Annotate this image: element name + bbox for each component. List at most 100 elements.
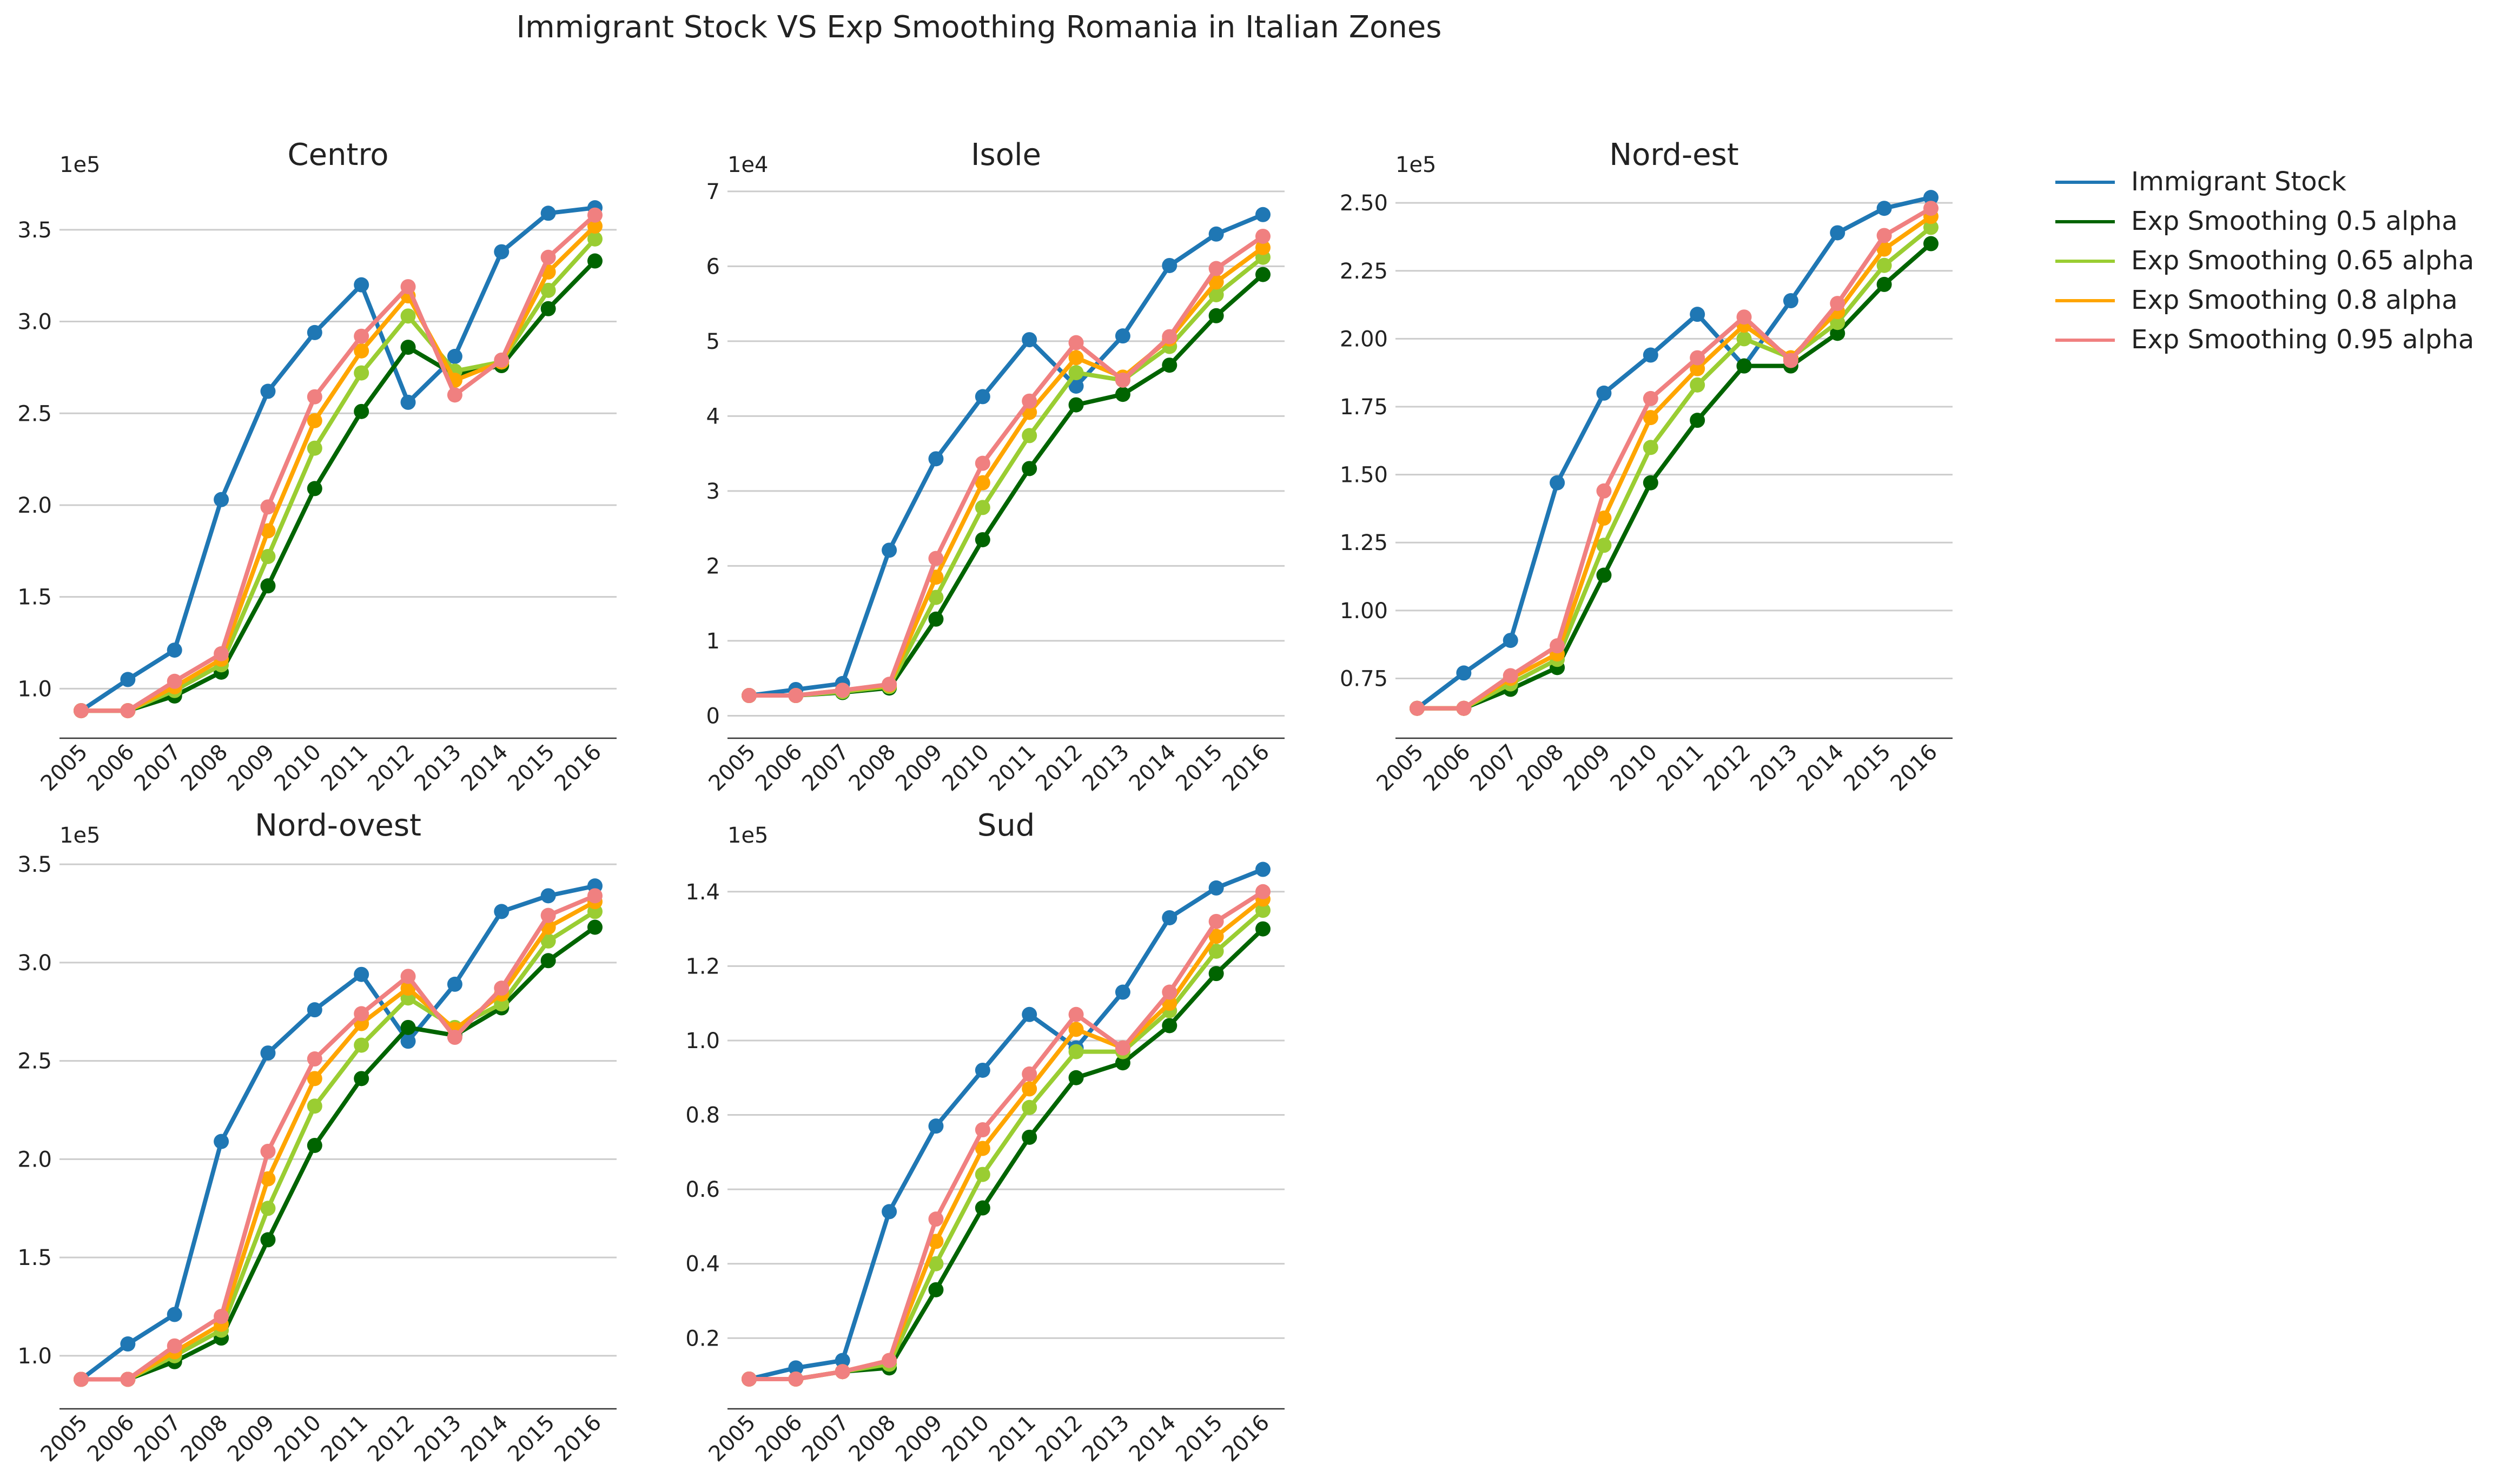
x-tick-label: 2005 <box>36 740 93 797</box>
data-point-exp-smoothing-0-5-alpha <box>1162 357 1177 373</box>
data-point-exp-smoothing-0-95-alpha <box>1115 372 1130 388</box>
data-point-exp-smoothing-0-8-alpha <box>1876 241 1892 257</box>
data-point-exp-smoothing-0-8-alpha <box>1068 1022 1084 1037</box>
legend-label: Exp Smoothing 0.65 alpha <box>2131 246 2475 276</box>
data-point-immigrant-stock <box>214 1134 229 1149</box>
data-point-immigrant-stock <box>1255 862 1271 877</box>
data-point-exp-smoothing-0-65-alpha <box>1068 1044 1084 1059</box>
data-point-exp-smoothing-0-95-alpha <box>540 907 556 923</box>
x-tick-label: 2008 <box>1512 740 1569 797</box>
y-tick-label: 0 <box>706 704 720 728</box>
y-tick-label: 1.00 <box>1340 599 1388 624</box>
data-point-exp-smoothing-0-5-alpha <box>307 1137 322 1153</box>
x-tick-label: 2013 <box>1745 740 1802 797</box>
x-tick-label: 2009 <box>223 740 280 797</box>
data-point-exp-smoothing-0-95-alpha <box>1115 1040 1130 1056</box>
y-tick-label: 2.25 <box>1340 259 1388 284</box>
series-line-exp-smoothing-0-8-alpha <box>1415 214 1933 711</box>
data-point-exp-smoothing-0-65-alpha <box>400 308 416 324</box>
data-point-exp-smoothing-0-5-alpha <box>400 340 416 355</box>
data-point-exp-smoothing-0-65-alpha <box>307 1098 322 1114</box>
data-point-exp-smoothing-0-95-alpha <box>928 551 944 566</box>
x-tick-label: 2008 <box>844 1410 901 1467</box>
data-point-exp-smoothing-0-95-alpha <box>1022 1066 1037 1082</box>
data-point-immigrant-stock <box>1162 910 1177 925</box>
data-point-exp-smoothing-0-95-alpha <box>788 1371 804 1387</box>
data-point-exp-smoothing-0-95-alpha <box>1736 309 1752 325</box>
x-tick-label: 2012 <box>1699 740 1756 797</box>
data-point-exp-smoothing-0-95-alpha <box>214 1309 229 1324</box>
data-point-immigrant-stock <box>1643 347 1658 363</box>
legend-swatch-exp-0-8 <box>2055 299 2115 302</box>
data-point-immigrant-stock <box>494 244 510 260</box>
x-tick-label: 2007 <box>129 740 186 797</box>
data-point-exp-smoothing-0-8-alpha <box>975 475 990 491</box>
legend-swatch-immigrant-stock <box>2055 181 2115 184</box>
data-point-exp-smoothing-0-65-alpha <box>540 282 556 298</box>
data-point-immigrant-stock <box>120 1336 136 1352</box>
data-point-immigrant-stock <box>1162 257 1177 273</box>
data-point-exp-smoothing-0-65-alpha <box>1923 220 1939 235</box>
legend-item-immigrant-stock: Immigrant Stock <box>2055 162 2474 202</box>
data-point-exp-smoothing-0-5-alpha <box>975 532 990 547</box>
data-point-immigrant-stock <box>788 1360 804 1376</box>
y-tick-label: 2.5 <box>17 1049 52 1074</box>
y-tick-label: 1.25 <box>1340 531 1388 555</box>
data-point-immigrant-stock <box>1923 190 1939 206</box>
x-tick-label: 2006 <box>83 1410 140 1467</box>
data-point-exp-smoothing-0-95-alpha <box>1830 296 1845 312</box>
series-line-exp-smoothing-0-65-alpha <box>1415 225 1933 711</box>
data-point-exp-smoothing-0-95-alpha <box>1410 700 1425 716</box>
data-point-exp-smoothing-0-8-alpha <box>1068 350 1084 366</box>
data-point-exp-smoothing-0-65-alpha <box>1690 377 1705 393</box>
data-point-exp-smoothing-0-8-alpha <box>975 1141 990 1156</box>
y-tick-label: 3.0 <box>17 951 52 976</box>
data-point-exp-smoothing-0-95-alpha <box>1068 335 1084 350</box>
y-tick-label: 1.5 <box>17 1246 52 1270</box>
data-point-immigrant-stock <box>1208 226 1224 242</box>
data-point-exp-smoothing-0-5-alpha <box>975 1200 990 1216</box>
x-tick-label: 2013 <box>409 740 466 797</box>
x-tick-label: 2012 <box>363 1410 420 1467</box>
x-tick-label: 2006 <box>1419 740 1476 797</box>
legend-swatch-exp-0-5 <box>2055 220 2115 223</box>
data-point-exp-smoothing-0-95-alpha <box>975 1122 990 1138</box>
y-tick-label: 3.5 <box>17 852 52 877</box>
x-tick-label: 2015 <box>1171 1410 1228 1467</box>
data-point-exp-smoothing-0-5-alpha <box>928 1282 944 1297</box>
subplot-title: Isole <box>971 137 1041 173</box>
data-point-immigrant-stock <box>975 1062 990 1078</box>
data-point-exp-smoothing-0-5-alpha <box>540 301 556 316</box>
subplot-isole: 0 1 2 3 4 5 6 7 20052006200720082009201020112012… <box>704 137 1285 796</box>
data-point-exp-smoothing-0-95-alpha <box>882 1353 897 1368</box>
data-point-exp-smoothing-0-95-alpha <box>74 1372 89 1387</box>
data-point-exp-smoothing-0-8-alpha <box>1690 361 1705 376</box>
data-point-exp-smoothing-0-5-alpha <box>354 1071 369 1086</box>
data-point-exp-smoothing-0-5-alpha <box>1255 921 1271 937</box>
subplot-sud: 0.2 0.4 0.6 0.8 1.0 1.2 1.4 2005200620072008200… <box>685 808 1285 1467</box>
y-tick-label: 2.0 <box>17 493 52 518</box>
subplot-title: Sud <box>977 808 1035 843</box>
data-point-exp-smoothing-0-5-alpha <box>1022 1129 1037 1145</box>
data-point-exp-smoothing-0-65-alpha <box>1022 1099 1037 1115</box>
data-point-exp-smoothing-0-8-alpha <box>587 218 603 234</box>
x-tick-label: 2012 <box>1031 1410 1088 1467</box>
data-point-exp-smoothing-0-5-alpha <box>1643 475 1658 491</box>
x-tick-label: 2013 <box>409 1410 466 1467</box>
x-tick-label: 2009 <box>891 1410 948 1467</box>
data-point-exp-smoothing-0-65-alpha <box>1876 257 1892 273</box>
data-point-exp-smoothing-0-5-alpha <box>307 481 322 496</box>
x-tick-label: 2010 <box>937 740 994 797</box>
data-point-exp-smoothing-0-95-alpha <box>214 646 229 661</box>
data-point-exp-smoothing-0-65-alpha <box>307 440 322 456</box>
data-point-exp-smoothing-0-95-alpha <box>835 683 850 698</box>
data-point-immigrant-stock <box>1022 1006 1037 1022</box>
data-point-exp-smoothing-0-5-alpha <box>1115 387 1130 402</box>
x-tick-label: 2009 <box>1559 740 1616 797</box>
data-point-exp-smoothing-0-95-alpha <box>1255 228 1271 244</box>
data-point-immigrant-stock <box>1596 385 1612 401</box>
x-tick-label: 2014 <box>1124 1410 1181 1467</box>
data-point-exp-smoothing-0-5-alpha <box>928 611 944 627</box>
data-point-immigrant-stock <box>260 383 276 399</box>
